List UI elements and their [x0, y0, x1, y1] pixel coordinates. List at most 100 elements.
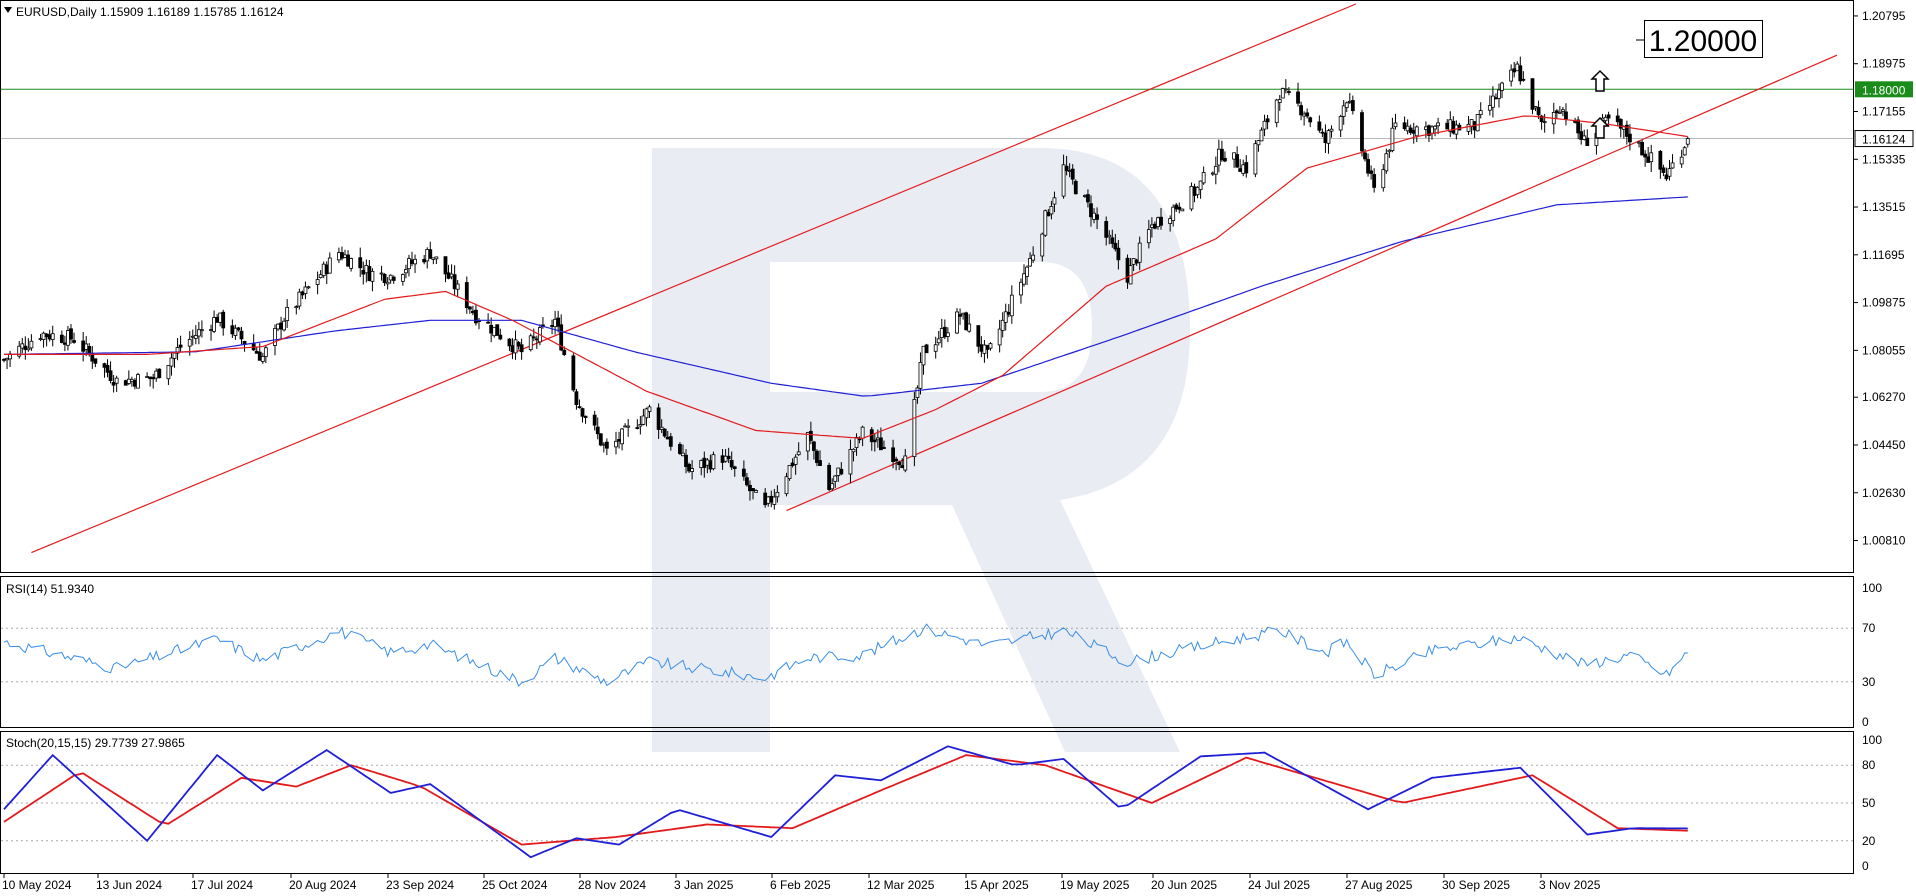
candle-body [190, 335, 195, 338]
candle-body [662, 428, 667, 437]
candle-body [1131, 258, 1136, 265]
candle-body [1168, 218, 1173, 224]
date-axis-label: 19 May 2025 [1060, 878, 1130, 892]
candle-body [918, 362, 923, 389]
candle-body [236, 327, 241, 331]
candle-body [894, 458, 899, 462]
candle-body [1216, 148, 1221, 166]
candle-body [1049, 205, 1054, 215]
candle-body [492, 326, 497, 337]
candle-body [5, 357, 9, 361]
candle-body [882, 447, 886, 449]
candle-body [428, 249, 433, 259]
candle-body [276, 323, 280, 330]
candle-body [41, 332, 46, 340]
candle-body [498, 334, 503, 340]
candle-body [66, 330, 70, 346]
candle-body [1624, 124, 1629, 137]
candle-body [699, 460, 704, 468]
candle-body [300, 291, 305, 296]
candle-body [684, 454, 688, 467]
candle-body [1317, 121, 1322, 131]
candle-body [1299, 105, 1303, 116]
candle-body [1006, 312, 1011, 315]
candle-body [912, 398, 917, 458]
candle-body [1220, 148, 1224, 161]
candle-body [641, 415, 646, 425]
candle-body [900, 465, 905, 469]
watermark-shape [652, 148, 1190, 752]
candle-body [550, 325, 554, 327]
main-header: EURUSD,Daily 1.15909 1.16189 1.15785 1.1… [16, 5, 284, 19]
rsi-plot [1, 623, 1853, 688]
candle-body [474, 309, 478, 324]
candle-body [464, 282, 469, 309]
candle-body [385, 281, 390, 285]
candle-body [562, 349, 567, 355]
candle-body [407, 258, 411, 270]
candle-body [388, 274, 393, 281]
candle-body [1445, 122, 1450, 130]
candle-body [1643, 153, 1648, 158]
candle-body [1539, 115, 1544, 123]
candle-body [47, 334, 52, 340]
price-axis-label: 1.02630 [1862, 486, 1906, 500]
candle-body [136, 374, 140, 389]
candle-body [872, 439, 877, 443]
stoch-axis-label: 20 [1862, 834, 1876, 848]
candle-body [1189, 185, 1194, 210]
dropdown-triangle-icon[interactable] [4, 7, 12, 13]
date-axis-label: 28 Nov 2024 [578, 878, 646, 892]
candle-body [1064, 165, 1069, 171]
candle-body [827, 464, 832, 490]
candle-body [720, 455, 725, 463]
candle-body [1235, 154, 1240, 168]
candle-body [303, 286, 308, 295]
date-axis-label: 23 Sep 2024 [386, 878, 454, 892]
candle-body [979, 344, 984, 352]
candle-body [955, 311, 959, 334]
candle-body [958, 314, 962, 317]
candle-body [1518, 65, 1523, 82]
candle-body [2, 358, 6, 361]
candle-body [148, 376, 153, 380]
candle-body [772, 496, 777, 505]
candle-body [644, 408, 649, 419]
candle-body [1104, 221, 1109, 238]
candle-body [166, 365, 171, 380]
candle-body [678, 443, 682, 454]
candle-body [242, 340, 247, 345]
candle-body [1244, 162, 1249, 174]
candle-body [1509, 69, 1514, 82]
candle-body [1277, 99, 1282, 103]
candle-body [967, 323, 972, 332]
candle-body [1067, 170, 1072, 172]
candle-body [1512, 68, 1517, 73]
candle-body [343, 254, 347, 258]
candle-body [1296, 91, 1300, 104]
candle-body [945, 332, 950, 337]
candle-body [1177, 206, 1182, 210]
candle-body [553, 318, 558, 328]
candle-body [1603, 116, 1608, 122]
candle-body [1089, 203, 1093, 218]
candle-body [379, 272, 384, 275]
candle-body [1302, 113, 1307, 117]
candle-body [1384, 153, 1389, 172]
candle-body [114, 377, 119, 384]
candle-body [1259, 129, 1264, 142]
candle-body [340, 252, 344, 259]
candle-body [836, 467, 841, 476]
rsi-line [3, 623, 1688, 688]
candle-body [1414, 126, 1419, 137]
candle-body [1685, 138, 1690, 145]
candle-body [489, 324, 494, 334]
date-axis-label: 17 Jul 2024 [191, 878, 253, 892]
candle-body [123, 380, 128, 386]
candle-body [1061, 164, 1066, 197]
candle-body [574, 391, 579, 405]
candle-body [1393, 122, 1398, 128]
candle-body [1390, 127, 1395, 152]
rsi-panel-frame [0, 576, 1854, 728]
price-axis-label: 1.00810 [1862, 534, 1906, 548]
